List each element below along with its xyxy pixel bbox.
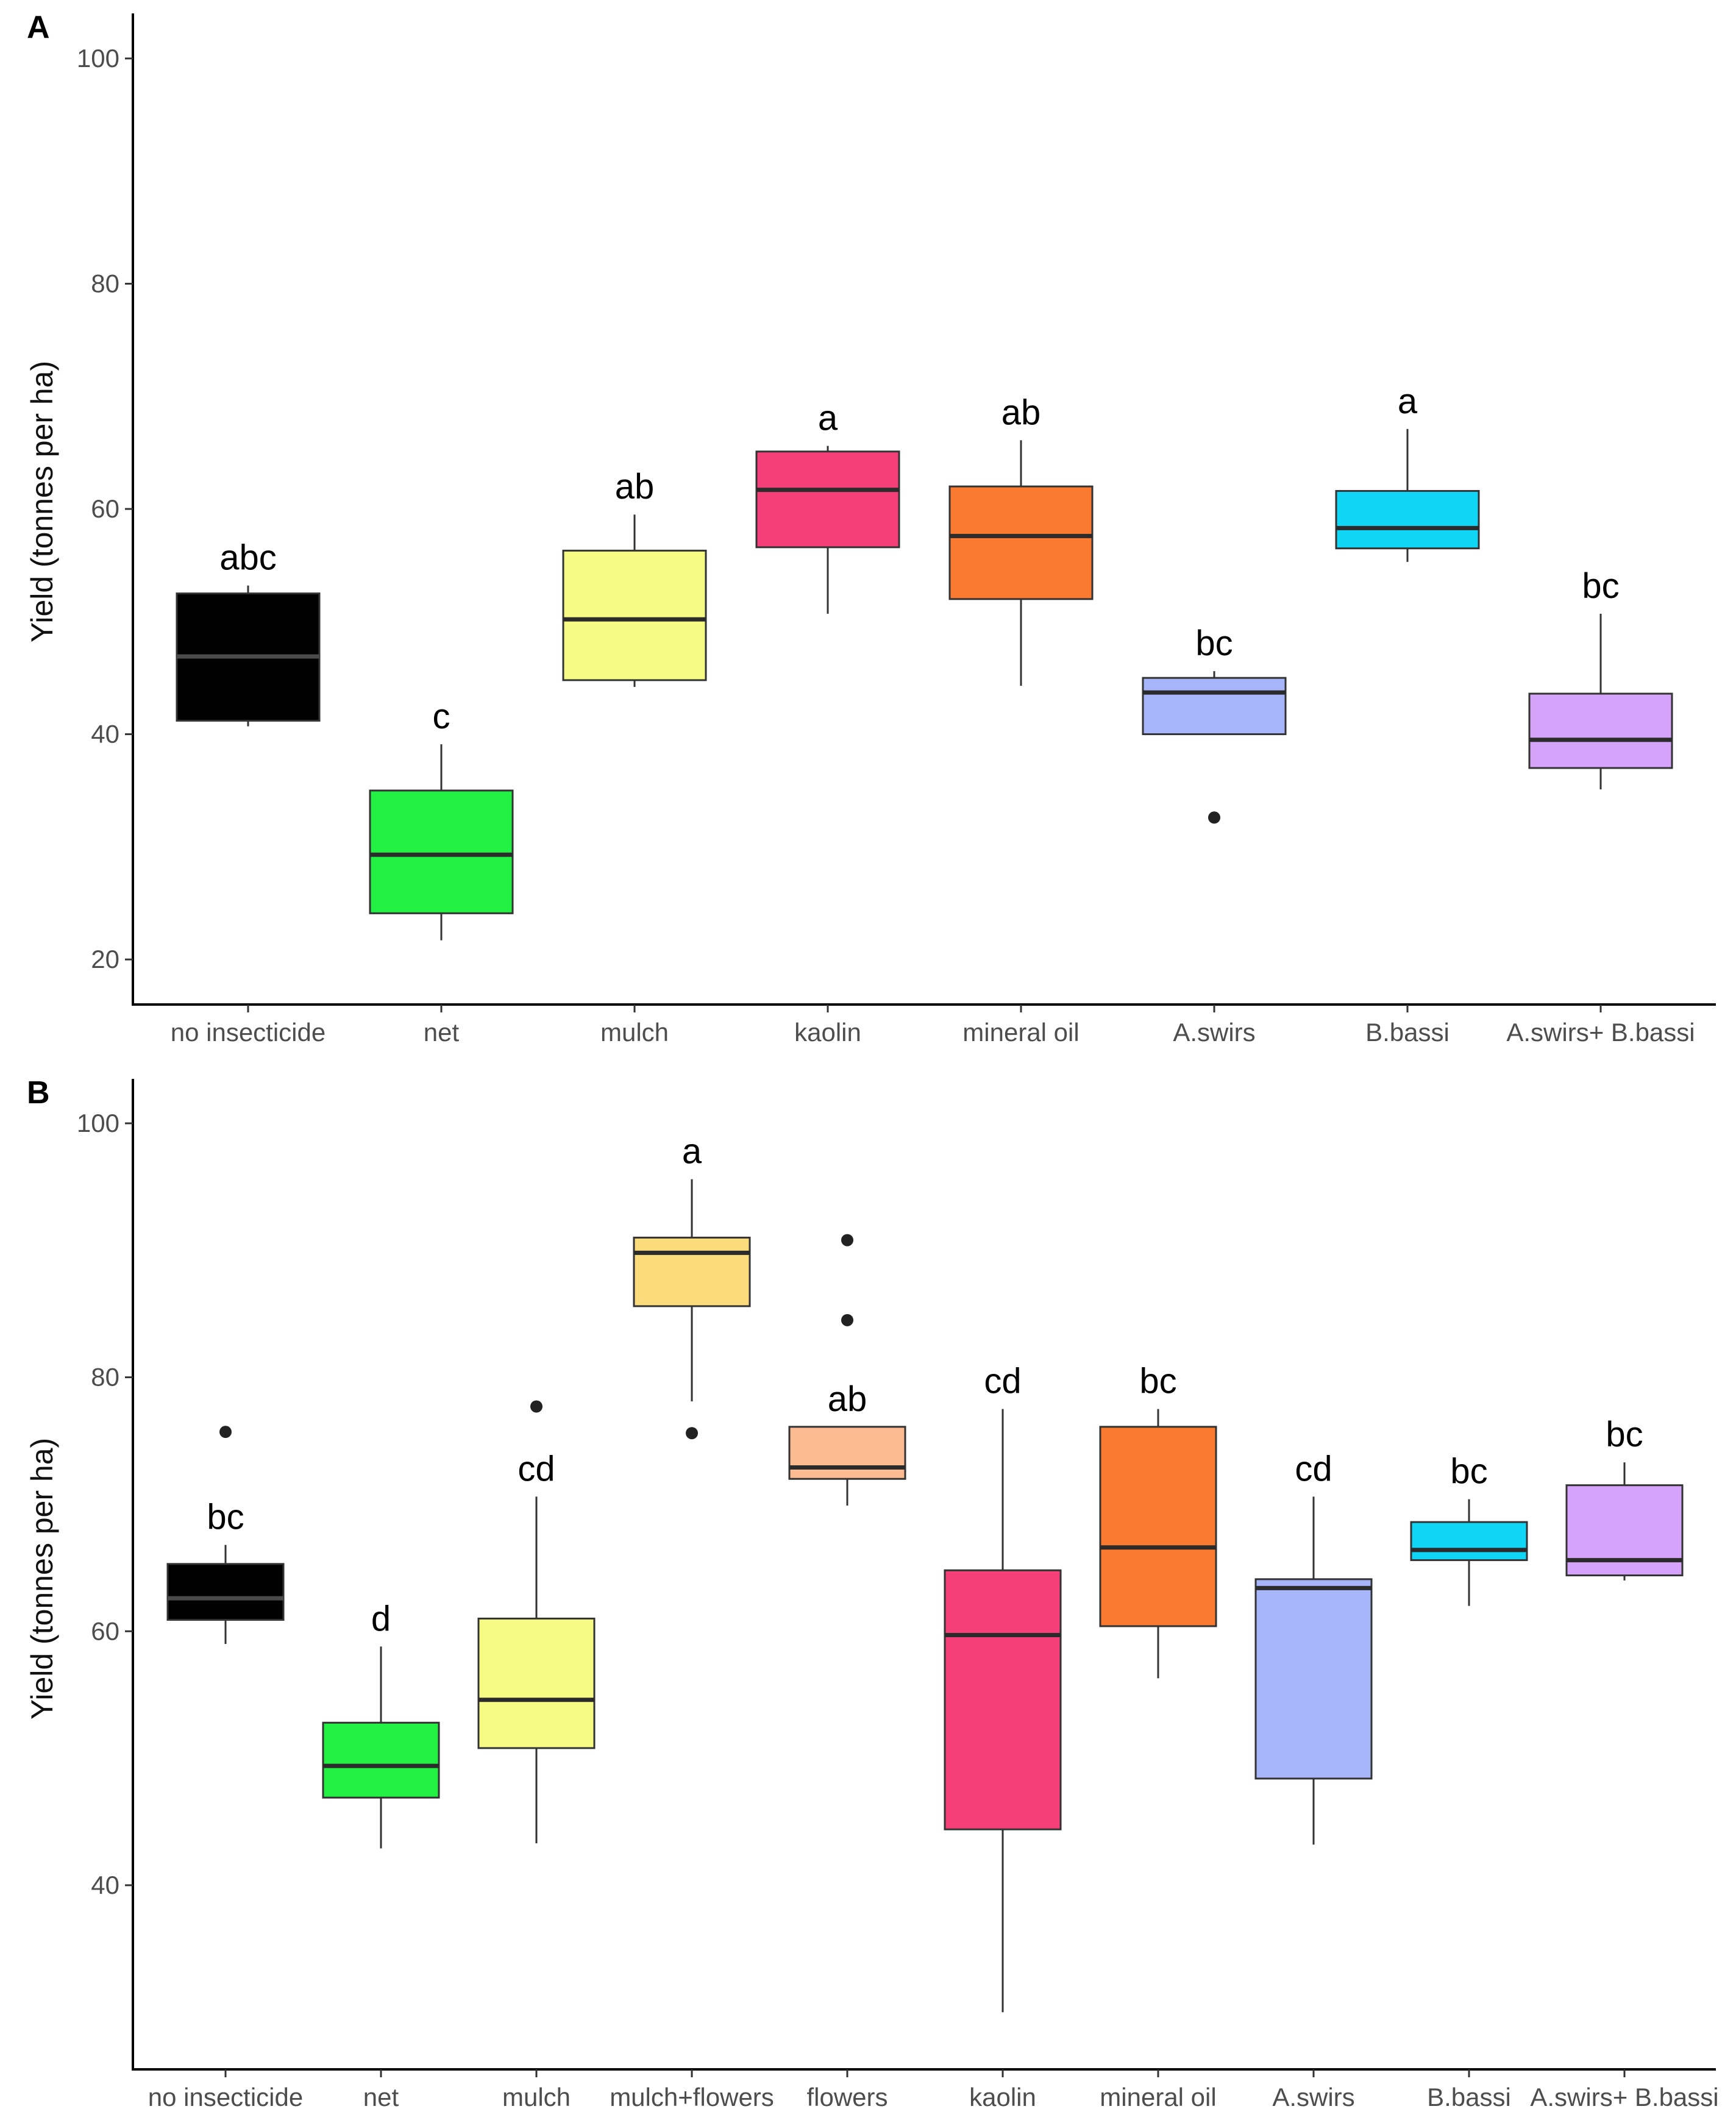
a-box-0: abc bbox=[176, 538, 321, 727]
b-y-tick-label: 100 bbox=[77, 1109, 119, 1137]
b-box-3: a bbox=[633, 1132, 751, 1440]
significance-label: cd bbox=[1295, 1449, 1332, 1488]
a-y-tick-label: 60 bbox=[91, 494, 119, 523]
significance-label: bc bbox=[1195, 624, 1233, 663]
b-box-1: d bbox=[322, 1599, 440, 1849]
a-box-4: ab bbox=[948, 393, 1094, 686]
b-box-8: bc bbox=[1410, 1452, 1528, 1606]
a-x-tick-label: net bbox=[424, 1018, 460, 1047]
a-y-tick-label: 100 bbox=[77, 44, 119, 73]
box-iqr bbox=[788, 1426, 906, 1480]
b-y-tick-label: 80 bbox=[91, 1363, 119, 1392]
a-box-3: a bbox=[755, 399, 900, 614]
b-box-9: bc bbox=[1565, 1415, 1684, 1581]
box-iqr bbox=[633, 1236, 751, 1307]
b-x-tick-label: mulch+flowers bbox=[610, 2083, 774, 2111]
panel-label-a: A bbox=[27, 10, 50, 45]
panel-a: A Yield (tonnes per ha) 20 40 60 80 100 no i… bbox=[25, 10, 1716, 1047]
y-axis-title-a: Yield (tonnes per ha) bbox=[25, 361, 59, 642]
panel-b: B Yield (tonnes per ha) 40 60 80 100 no ins… bbox=[25, 1075, 1719, 2111]
b-x-tick-label: B.bassi bbox=[1427, 2083, 1511, 2111]
box-iqr bbox=[755, 450, 900, 549]
box-iqr bbox=[1142, 677, 1287, 736]
significance-label: bc bbox=[1450, 1452, 1487, 1492]
significance-label: abc bbox=[219, 538, 277, 578]
a-x-tick-label: kaolin bbox=[794, 1018, 861, 1047]
panel-label-b: B bbox=[27, 1075, 50, 1111]
a-x-tick-label: mulch bbox=[600, 1018, 669, 1047]
significance-label: a bbox=[682, 1132, 702, 1172]
b-box-2: cd bbox=[477, 1400, 596, 1844]
outlier-point bbox=[841, 1314, 853, 1326]
b-box-7: cd bbox=[1254, 1449, 1373, 1845]
a-x-tick-label: A.swirs bbox=[1173, 1018, 1255, 1047]
b-x-tick-label: A.swirs bbox=[1272, 2083, 1354, 2111]
a-x-tick-label: mineral oil bbox=[962, 1018, 1079, 1047]
a-y-tick-label: 40 bbox=[91, 720, 119, 749]
box-iqr bbox=[562, 549, 707, 681]
a-x-tick-label: B.bassi bbox=[1365, 1018, 1450, 1047]
a-box-6: a bbox=[1335, 382, 1480, 562]
significance-label: cd bbox=[984, 1362, 1021, 1401]
box-iqr bbox=[1335, 489, 1480, 550]
box-iqr bbox=[948, 485, 1094, 600]
a-box-7: bc bbox=[1528, 566, 1673, 790]
y-axis-title-b: Yield (tonnes per ha) bbox=[25, 1438, 59, 1719]
significance-label: bc bbox=[1139, 1362, 1176, 1401]
box-iqr bbox=[1410, 1521, 1528, 1562]
a-x-tick-label: A.swirs+ B.bassi bbox=[1506, 1018, 1695, 1047]
b-box-6: bc bbox=[1099, 1362, 1217, 1679]
outlier-point bbox=[686, 1427, 698, 1440]
a-box-5: bc bbox=[1142, 624, 1287, 824]
significance-label: bc bbox=[1582, 566, 1619, 606]
box-iqr bbox=[477, 1617, 596, 1749]
b-x-tick-label: A.swirs+ B.bassi bbox=[1530, 2083, 1718, 2111]
b-box-0: bc bbox=[166, 1426, 285, 1645]
outlier-point bbox=[219, 1426, 232, 1438]
outlier-point bbox=[841, 1234, 853, 1246]
b-x-tick-label: mulch bbox=[502, 2083, 571, 2111]
significance-label: cd bbox=[518, 1449, 555, 1488]
significance-label: bc bbox=[207, 1498, 244, 1537]
a-y-tick-label: 20 bbox=[91, 945, 119, 973]
outlier-point bbox=[1208, 811, 1220, 824]
outlier-point bbox=[530, 1400, 542, 1413]
b-x-tick-label: kaolin bbox=[969, 2083, 1036, 2111]
significance-label: ab bbox=[828, 1379, 867, 1419]
significance-label: bc bbox=[1606, 1415, 1643, 1454]
b-y-tick-label: 60 bbox=[91, 1616, 119, 1645]
significance-label: ab bbox=[1001, 393, 1041, 432]
significance-label: c bbox=[433, 697, 450, 736]
a-x-tick-label: no insecticide bbox=[171, 1018, 326, 1047]
b-box-5: cd bbox=[944, 1362, 1062, 2013]
a-box-1: c bbox=[369, 697, 514, 941]
b-y-tick-label: 40 bbox=[91, 1871, 119, 1899]
significance-label: a bbox=[818, 399, 838, 438]
a-box-2: ab bbox=[562, 467, 707, 687]
b-x-tick-label: no insecticide bbox=[148, 2083, 303, 2111]
box-iqr bbox=[322, 1721, 440, 1799]
significance-label: a bbox=[1398, 382, 1418, 421]
box-iqr bbox=[1254, 1578, 1373, 1780]
b-x-tick-label: net bbox=[363, 2083, 399, 2111]
box-iqr bbox=[166, 1563, 285, 1621]
box-iqr bbox=[944, 1569, 1062, 1830]
b-x-tick-label: mineral oil bbox=[1100, 2083, 1216, 2111]
b-x-tick-label: flowers bbox=[806, 2083, 888, 2111]
significance-label: ab bbox=[615, 467, 655, 507]
significance-label: d bbox=[371, 1599, 391, 1638]
a-y-tick-label: 80 bbox=[91, 269, 119, 297]
box-iqr bbox=[1528, 692, 1673, 769]
box-iqr bbox=[1099, 1426, 1217, 1627]
box-iqr bbox=[369, 789, 514, 914]
b-box-4: ab bbox=[788, 1234, 906, 1506]
